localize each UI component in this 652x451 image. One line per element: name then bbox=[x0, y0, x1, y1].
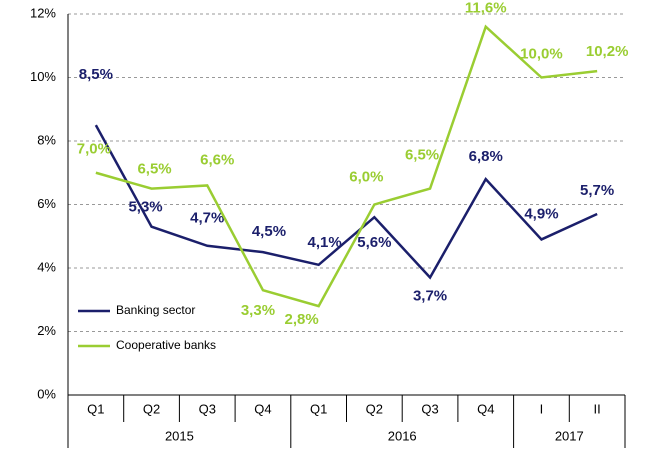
value-label: 6,5% bbox=[405, 147, 439, 164]
group-label: 2015 bbox=[165, 428, 194, 443]
value-label: 11,6% bbox=[465, 0, 507, 17]
value-label: 4,9% bbox=[524, 205, 558, 222]
x-tick-label: Q2 bbox=[143, 401, 160, 416]
value-label: 5,6% bbox=[357, 234, 391, 251]
value-label: 6,5% bbox=[137, 161, 171, 178]
x-tick-label: I bbox=[540, 401, 544, 416]
series-line bbox=[95, 24, 598, 308]
value-label: 3,3% bbox=[241, 302, 275, 319]
value-label: 4,7% bbox=[190, 210, 224, 227]
group-label: 2017 bbox=[555, 428, 584, 443]
y-tick-label: 6% bbox=[37, 196, 56, 211]
value-label: 10,0% bbox=[520, 45, 563, 62]
group-label: 2016 bbox=[388, 428, 417, 443]
value-label: 10,2% bbox=[586, 43, 629, 60]
value-label: 6,6% bbox=[200, 151, 234, 168]
y-tick-label: 12% bbox=[30, 5, 56, 20]
value-label: 5,3% bbox=[128, 199, 162, 216]
value-label: 2,8% bbox=[285, 311, 319, 328]
value-label: 7,0% bbox=[77, 141, 111, 158]
legend-label: Banking sector bbox=[116, 303, 195, 317]
value-label: 5,7% bbox=[580, 182, 614, 199]
y-tick-label: 8% bbox=[37, 132, 56, 147]
x-tick-label: Q2 bbox=[366, 401, 383, 416]
value-label: 4,5% bbox=[252, 223, 286, 240]
value-label: 4,1% bbox=[308, 234, 342, 251]
value-label: 6,8% bbox=[469, 148, 503, 165]
x-tick-label: Q4 bbox=[477, 401, 494, 416]
x-tick-label: Q3 bbox=[421, 401, 438, 416]
x-tick-label: II bbox=[594, 401, 601, 416]
legend-label: Cooperative banks bbox=[116, 338, 216, 352]
value-label: 6,0% bbox=[349, 168, 383, 185]
value-label: 8,5% bbox=[79, 66, 113, 83]
y-tick-label: 2% bbox=[37, 323, 56, 338]
y-tick-label: 10% bbox=[30, 69, 56, 84]
y-tick-label: 0% bbox=[37, 386, 56, 401]
x-tick-label: Q1 bbox=[87, 401, 104, 416]
value-label: 3,7% bbox=[413, 287, 447, 304]
x-tick-label: Q1 bbox=[310, 401, 327, 416]
x-tick-label: Q4 bbox=[254, 401, 271, 416]
series-line bbox=[94, 124, 598, 280]
y-tick-label: 4% bbox=[37, 259, 56, 274]
x-tick-label: Q3 bbox=[199, 401, 216, 416]
